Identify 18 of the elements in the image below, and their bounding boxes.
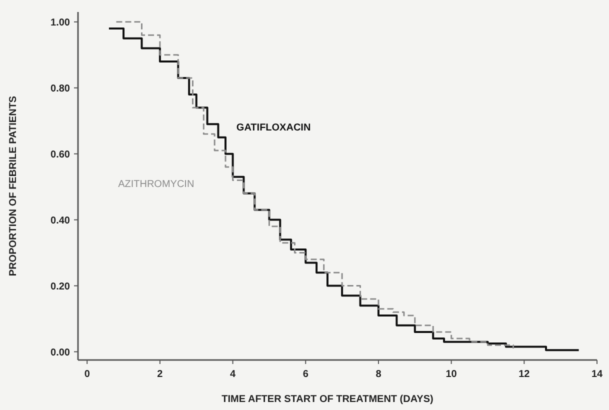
y-tick-label: 0.00 <box>50 347 70 358</box>
y-tick-label: 0.40 <box>50 215 70 226</box>
text: AZITHROMYCIN <box>118 178 194 190</box>
x-tick-label: 4 <box>230 369 236 380</box>
x-tick-label: 2 <box>157 369 164 380</box>
x-tick-label: 8 <box>376 369 382 380</box>
y-axis-title: PROPORTION OF FEBRILE PATIENTS <box>8 96 19 276</box>
x-tick-label: 12 <box>518 369 530 380</box>
x-tick-label: 10 <box>446 369 458 380</box>
x-tick-label: 0 <box>84 369 90 380</box>
y-tick-label: 1.00 <box>50 17 70 28</box>
x-axis-title: TIME AFTER START OF TREATMENT (DAYS) <box>222 394 434 405</box>
x-tick-label: 6 <box>302 369 309 380</box>
series-label: GATIFLOXACIN <box>236 122 311 134</box>
y-tick-label: 0.20 <box>50 281 70 292</box>
y-tick-label: 0.60 <box>50 149 70 160</box>
y-tick-label: 0.80 <box>50 83 70 94</box>
x-tick-label: 14 <box>591 369 603 380</box>
